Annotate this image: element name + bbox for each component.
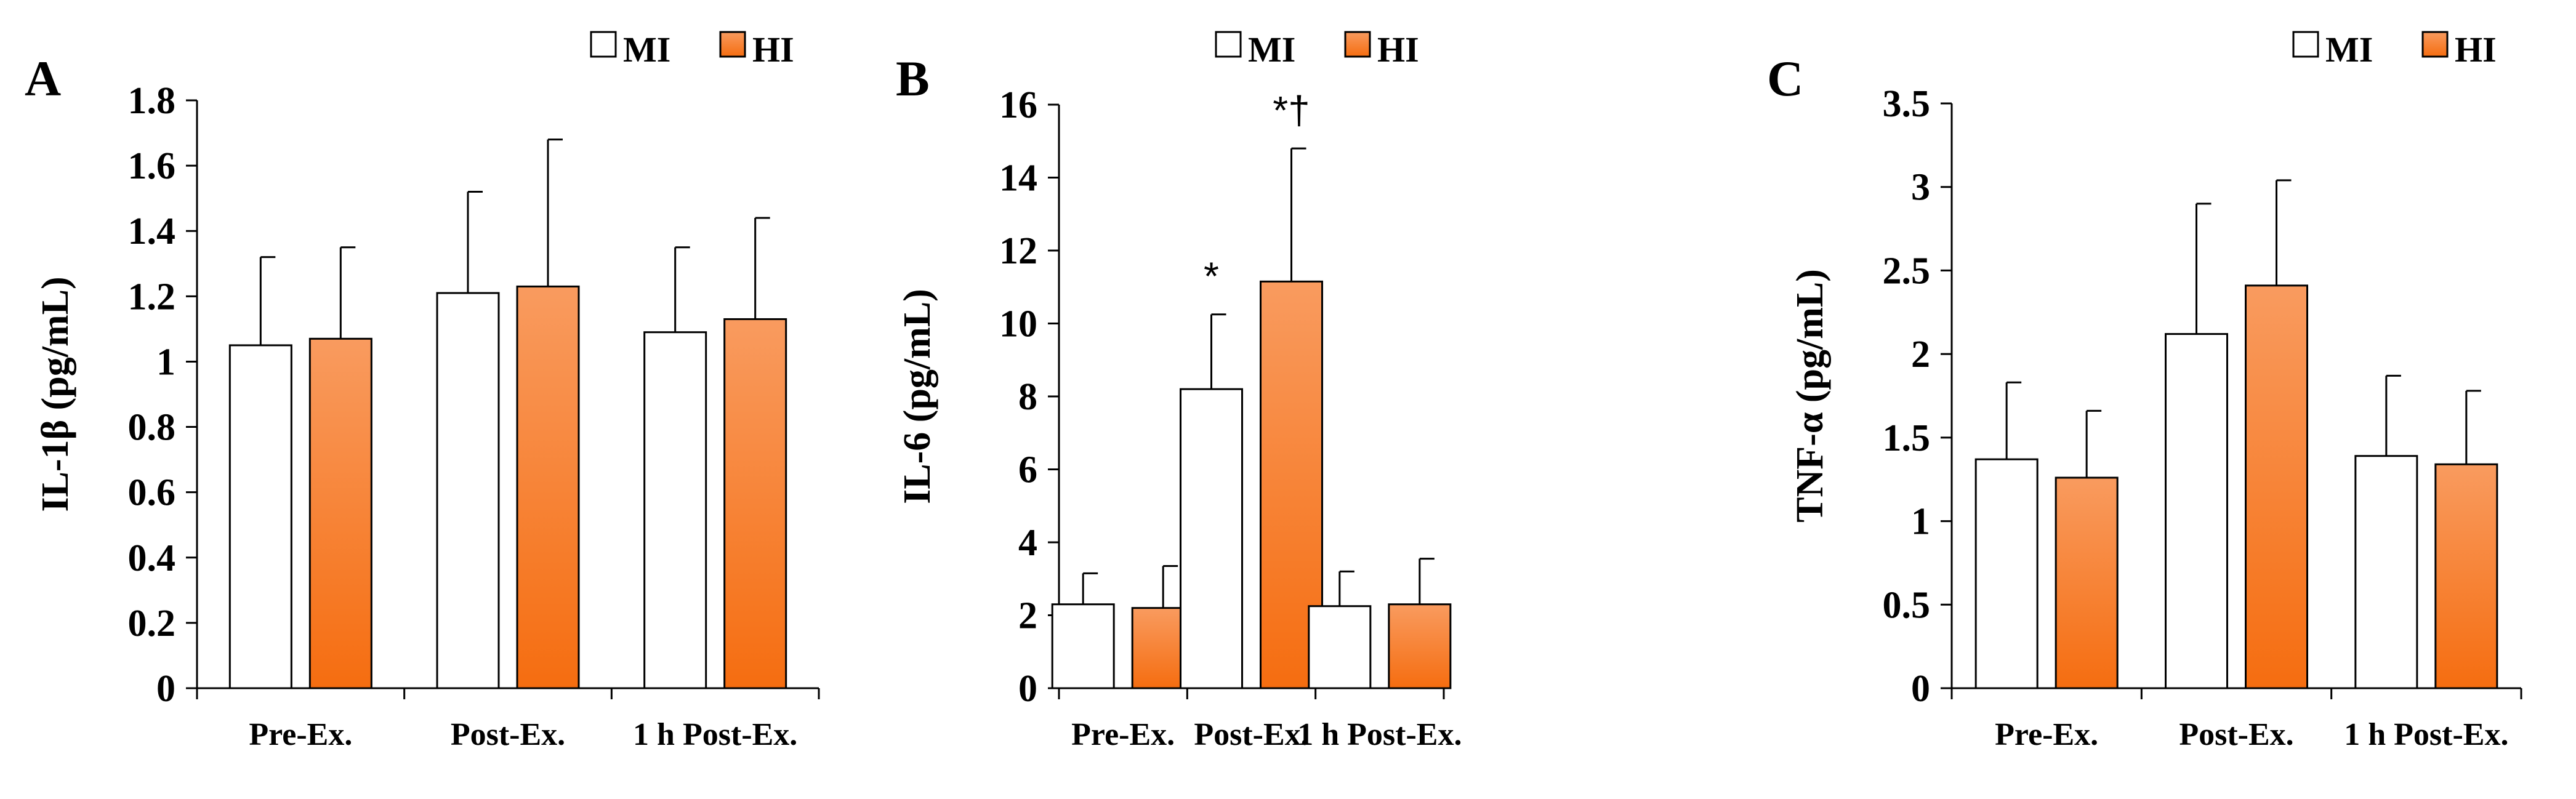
x-tick-label: Post-Ex. (451, 717, 565, 752)
y-tick-label: 0.6 (128, 472, 176, 514)
legend-label-mi: MI (623, 30, 670, 70)
y-tick-label: 2 (1018, 595, 1037, 637)
y-tick-label: 1.5 (1883, 417, 1931, 459)
bar-mi (1051, 603, 1115, 689)
bar-mi (1974, 458, 2039, 689)
y-tick-label: 1.6 (128, 145, 176, 187)
x-tick-label: 1 h Post-Ex. (2344, 717, 2508, 752)
bar-mi (2354, 455, 2418, 689)
y-tick-label: 0 (1018, 668, 1037, 710)
y-tick-label: 8 (1018, 376, 1037, 418)
legend-swatch-mi (1215, 31, 1242, 58)
y-axis-label: TNF-α (pg/mL) (1789, 269, 1831, 523)
bar-hi (1388, 603, 1452, 689)
x-tick-label: Pre-Ex. (249, 717, 352, 752)
x-tick-label: 1 h Post-Ex. (633, 717, 797, 752)
y-tick-label: 1.2 (128, 276, 176, 318)
legend-swatch-mi (2292, 31, 2319, 58)
y-tick-label: 3.5 (1883, 83, 1931, 125)
bar-mi (643, 331, 707, 689)
bar-hi (2434, 463, 2498, 689)
bar-hi (2245, 284, 2308, 689)
legend-label-mi: MI (2325, 30, 2373, 70)
x-tick-label: 1 h Post-Ex. (1297, 717, 1462, 752)
y-tick-label: 0.2 (128, 603, 176, 644)
y-tick-label: 3 (1911, 167, 1930, 209)
x-tick-label: Post-Ex. (1194, 717, 1308, 752)
bar-hi (2055, 476, 2119, 689)
x-tick-label: Post-Ex. (2179, 717, 2293, 752)
legend-swatch-hi (719, 31, 746, 58)
bar-mi (228, 344, 292, 689)
legend-label-mi: MI (1248, 30, 1295, 70)
x-tick-label: Pre-Ex. (1071, 717, 1175, 752)
bar-mi (436, 292, 500, 689)
y-tick-label: 12 (999, 230, 1037, 272)
legend-swatch-hi (2421, 31, 2449, 58)
panel-letter: B (896, 50, 930, 106)
y-tick-label: 2.5 (1883, 250, 1931, 292)
legend-label-hi: HI (2455, 30, 2497, 70)
y-tick-label: 2 (1911, 334, 1930, 375)
chart-panel-c: C TNF-α (pg/mL) 0 0.5 1 1.5 2 2.5 3 3.5 Pre-Ex. Pos… (1767, 30, 2522, 752)
y-tick-label: 0 (1911, 668, 1930, 710)
y-tick-label: 4 (1018, 522, 1037, 564)
y-tick-label: 0.5 (1883, 584, 1931, 626)
y-tick-label: 10 (999, 303, 1037, 345)
panel-letter: A (25, 50, 61, 106)
legend-swatch-mi (590, 31, 617, 58)
bar-mi (1180, 388, 1243, 689)
y-tick-label: 1 (1911, 501, 1930, 543)
chart-panel-b: B IL-6 (pg/mL) 0 2 4 6 8 10 12 14 16 Pre-Ex. Post-Ex… (896, 30, 1462, 752)
panel-letter: C (1767, 50, 1803, 106)
bar-hi (516, 285, 580, 689)
significance-mark: * (1204, 254, 1219, 299)
y-axis-label: IL-6 (pg/mL) (896, 289, 938, 504)
y-tick-label: 0 (156, 668, 175, 710)
y-tick-label: 1.4 (128, 211, 176, 252)
bar-mi (1308, 605, 1372, 689)
y-tick-label: 1.8 (128, 80, 176, 122)
y-tick-label: 16 (999, 84, 1037, 126)
y-tick-label: 14 (999, 158, 1037, 199)
chart-panel-a: A IL-1β (pg/mL) 0 0.2 0.4 0.6 0.8 1 1.2 1.4 1.6 1.8… (25, 30, 820, 752)
legend-label-hi: HI (1377, 30, 1419, 70)
y-tick-label: 1 (156, 341, 175, 383)
bar-mi (2165, 333, 2228, 689)
legend-label-hi: HI (752, 30, 794, 70)
y-tick-label: 6 (1018, 449, 1037, 491)
bar-hi (723, 318, 787, 689)
y-tick-label: 0.4 (128, 537, 176, 579)
x-tick-label: Pre-Ex. (1995, 717, 2098, 752)
bar-hi (308, 337, 372, 689)
y-axis-label: IL-1β (pg/mL) (34, 276, 76, 512)
significance-mark: *† (1273, 88, 1310, 132)
y-tick-label: 0.8 (128, 407, 176, 449)
legend-swatch-hi (1344, 31, 1371, 58)
